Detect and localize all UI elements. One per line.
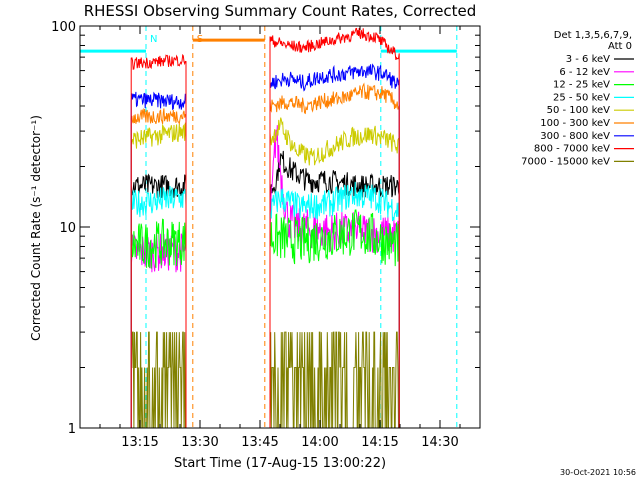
x-tick-label-3: 14:00 — [301, 435, 338, 450]
legend-header-1: Att 0 — [608, 41, 632, 52]
y-tick-label-0: 1 — [68, 422, 76, 437]
series-100-300-kev-seg0 — [130, 107, 187, 428]
y-tick-label-2: 100 — [51, 20, 76, 35]
legend-label-6: 300 - 800 keV — [540, 131, 610, 142]
series-50-100-kev-seg1 — [269, 117, 400, 428]
legend-label-1: 6 - 12 keV — [559, 67, 610, 78]
series-25-50-kev-seg0 — [130, 185, 187, 428]
legend-header-0: Det 1,3,5,6,7,9, — [554, 30, 632, 41]
series-300-800-kev-seg0 — [130, 91, 187, 428]
series-800-7000-kev-seg1 — [269, 27, 400, 428]
annotation-saa-1: S — [197, 34, 203, 45]
x-tick-label-0: 13:15 — [121, 435, 158, 450]
series-25-50-kev-seg1 — [269, 181, 400, 428]
annotation-night-0: N — [150, 34, 157, 45]
x-axis-label: Start Time (17-Aug-15 13:00:22) — [174, 456, 386, 471]
series-800-7000-kev-seg0 — [130, 53, 187, 428]
legend-label-0: 3 - 6 keV — [566, 54, 610, 65]
series-3-6-kev-seg1 — [269, 150, 400, 428]
y-tick-label-1: 10 — [59, 221, 76, 236]
legend-label-3: 25 - 50 keV — [553, 92, 610, 103]
series-7000-15000-kev-seg0 — [130, 331, 186, 428]
series-12-25-kev-seg1 — [269, 209, 400, 428]
legend-label-4: 50 - 100 keV — [547, 105, 611, 116]
series-3-6-kev-seg0 — [130, 173, 187, 428]
series-100-300-kev-seg1 — [269, 82, 400, 428]
chart-title: RHESSI Observing Summary Count Rates, Co… — [84, 2, 477, 20]
x-tick-label-4: 14:15 — [361, 435, 398, 450]
series-50-100-kev-seg0 — [130, 122, 187, 428]
legend-label-5: 100 - 300 keV — [540, 118, 610, 129]
series-300-800-kev-seg1 — [269, 63, 400, 428]
legend-label-7: 800 - 7000 keV — [534, 144, 610, 155]
x-tick-label-1: 13:30 — [181, 435, 218, 450]
x-tick-label-5: 14:30 — [421, 435, 458, 450]
y-axis-label: Corrected Count Rate (s⁻¹ detector⁻¹) — [29, 115, 43, 341]
legend-label-2: 12 - 25 keV — [553, 80, 610, 91]
timestamp: 30-Oct-2021 10:56 — [560, 468, 636, 477]
series-6-12-kev-seg1 — [269, 125, 400, 428]
legend-label-8: 7000 - 15000 keV — [521, 156, 610, 167]
x-tick-label-2: 13:45 — [241, 435, 278, 450]
series-12-25-kev-seg0 — [130, 218, 187, 428]
series-7000-15000-kev-seg1 — [269, 331, 400, 428]
